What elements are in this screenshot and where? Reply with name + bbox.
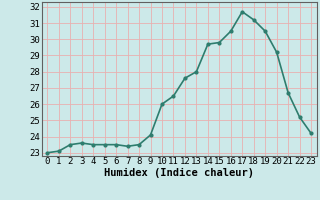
X-axis label: Humidex (Indice chaleur): Humidex (Indice chaleur) <box>104 168 254 178</box>
